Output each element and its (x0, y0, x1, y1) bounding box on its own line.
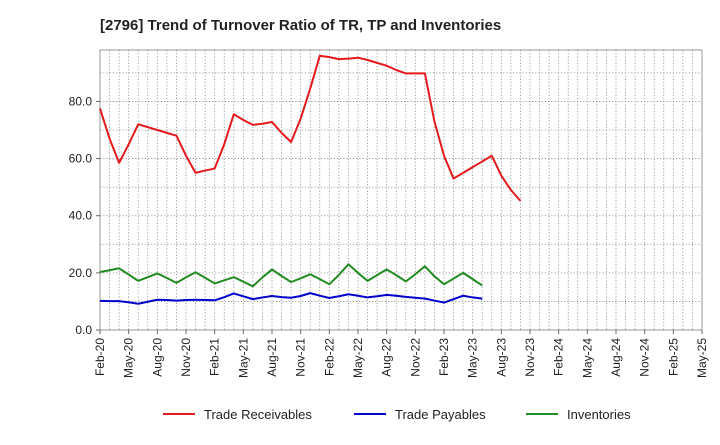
x-tick-label: May-24 (580, 338, 594, 378)
x-tick-label: Nov-20 (179, 338, 193, 377)
y-tick-label: 20.0 (69, 266, 93, 280)
y-tick-label: 40.0 (69, 209, 93, 223)
series-line-inventories (99, 263, 483, 288)
x-tick-label: May-22 (351, 338, 365, 378)
x-tick-label: Nov-21 (294, 338, 308, 377)
grid-layer (99, 49, 703, 331)
y-tick-label: 0.0 (75, 323, 92, 337)
x-tick-label: May-21 (236, 338, 250, 378)
x-tick-label: Feb-21 (208, 338, 222, 376)
x-tick-label: Feb-23 (437, 338, 451, 376)
x-tick-label: Nov-24 (638, 338, 652, 377)
x-tick-label: Aug-21 (265, 338, 279, 377)
series-layer (99, 54, 522, 305)
legend-label: Trade Receivables (204, 407, 312, 422)
chart-title: [2796] Trend of Turnover Ratio of TR, TP… (100, 17, 501, 34)
axis-layer: 0.0 20.0 40.0 60.0 80.0 Feb-20 May-20 Aug-20 Nov… (69, 94, 709, 378)
y-tick-label: 80.0 (69, 94, 93, 108)
series-line-trade-receivables (99, 54, 522, 202)
x-tick-label: May-20 (122, 338, 136, 378)
x-tick-label: Aug-24 (609, 338, 623, 377)
x-tick-label: Feb-25 (666, 338, 680, 376)
x-tick-label: Feb-20 (93, 338, 107, 376)
x-tick-label: May-25 (695, 338, 709, 378)
x-tick-label: Aug-23 (494, 338, 508, 377)
x-tick-label: Nov-23 (523, 338, 537, 377)
x-tick-label: Aug-22 (380, 338, 394, 377)
x-tick-label: Feb-24 (552, 338, 566, 376)
plot-area (99, 49, 703, 331)
legend: Trade Receivables Trade Payables Inventori… (163, 407, 631, 422)
y-tick-label: 60.0 (69, 152, 93, 166)
x-tick-label: Aug-20 (150, 338, 164, 377)
legend-label: Trade Payables (395, 407, 486, 422)
legend-label: Inventories (567, 407, 631, 422)
series-line-trade-payables (99, 292, 483, 305)
x-tick-label: Feb-22 (322, 338, 336, 376)
x-tick-label: May-23 (466, 338, 480, 378)
x-tick-label: Nov-22 (408, 338, 422, 377)
